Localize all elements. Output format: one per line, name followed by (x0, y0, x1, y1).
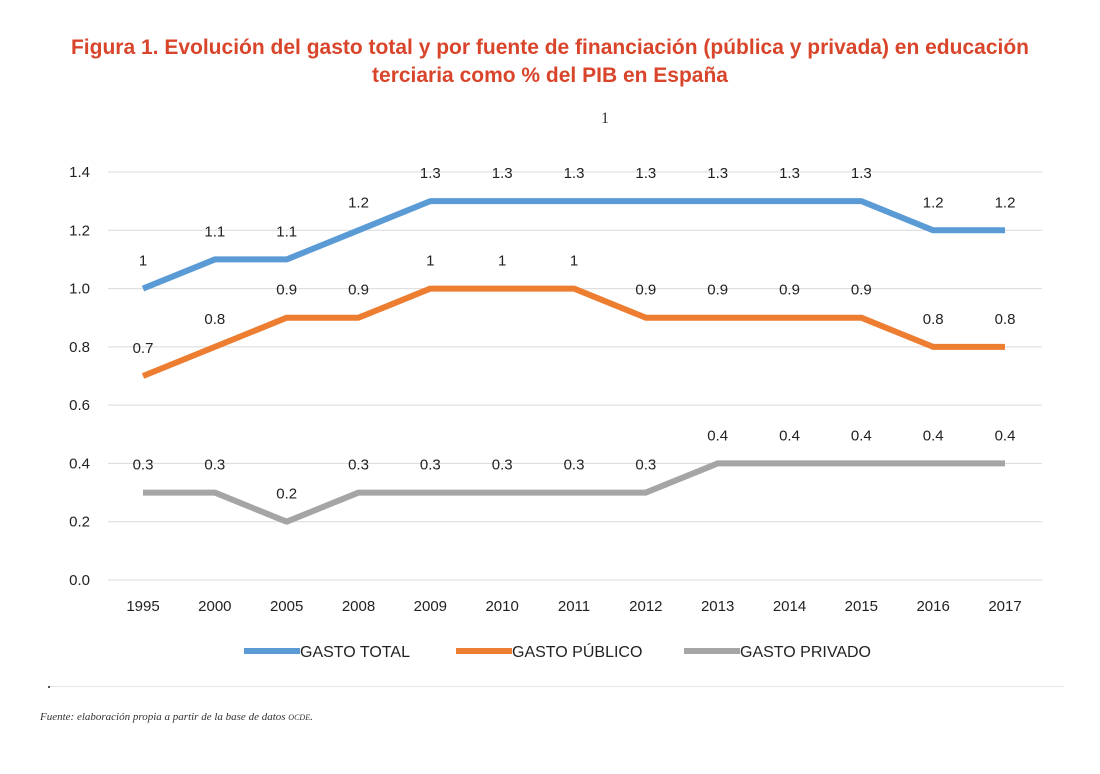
data-label: 0.8 (923, 311, 944, 328)
footer-divider (48, 686, 1064, 687)
data-label: 0.2 (276, 486, 297, 503)
x-tick-label: 2000 (198, 598, 231, 615)
data-label: 1.3 (707, 165, 728, 182)
legend-label: GASTO PRIVADO (740, 644, 871, 661)
y-tick-label: 0.0 (69, 572, 90, 589)
data-label: 0.4 (707, 427, 728, 444)
figure-title-line-1: Figura 1. Evolución del gasto total y po… (70, 36, 1029, 59)
data-label: 1.3 (564, 165, 585, 182)
x-tick-label: 2009 (414, 598, 447, 615)
data-label: 0.3 (564, 457, 585, 474)
data-label: 1.3 (779, 165, 800, 182)
y-tick-label: 0.6 (69, 397, 90, 414)
data-label: 0.9 (348, 282, 369, 299)
legend-label: GASTO PÚBLICO (512, 642, 642, 661)
data-label: 1 (570, 253, 578, 270)
x-tick-label: 2015 (845, 598, 878, 615)
data-label: 1.2 (923, 194, 944, 211)
data-label: 0.8 (995, 311, 1016, 328)
x-tick-label: 2016 (916, 598, 949, 615)
data-label: 0.9 (635, 282, 656, 299)
footer-dot (48, 686, 50, 688)
data-label: 0.3 (492, 457, 513, 474)
data-label: 0.9 (707, 282, 728, 299)
figure-title-line-2: terciaria como % del PIB en España (372, 64, 728, 87)
x-tick-label: 2017 (988, 598, 1021, 615)
data-label: 0.3 (204, 457, 225, 474)
series-line-1 (141, 198, 1005, 292)
x-tick-label: 2005 (270, 598, 303, 615)
data-label: 0.4 (995, 427, 1016, 444)
data-label: 0.3 (635, 457, 656, 474)
y-tick-label: 0.2 (69, 514, 90, 531)
data-label: 0.3 (133, 457, 154, 474)
data-label: 1 (426, 253, 434, 270)
data-label: 1.3 (635, 165, 656, 182)
source-database: ocde (288, 711, 311, 723)
data-label: 1.2 (995, 194, 1016, 211)
data-label: 1 (139, 253, 147, 270)
data-label: 0.4 (779, 427, 800, 444)
data-label: 0.8 (204, 311, 225, 328)
y-tick-label: 1.2 (69, 222, 90, 239)
data-label: 1.3 (420, 165, 441, 182)
data-label: 0.9 (276, 282, 297, 299)
y-tick-label: 0.8 (69, 339, 90, 356)
series-line-2 (141, 285, 1005, 379)
x-tick-label: 2012 (629, 598, 662, 615)
data-label: 0.7 (133, 340, 154, 357)
y-tick-label: 1.0 (69, 281, 90, 298)
source-prefix: Fuente: elaboración propia a partir de l… (40, 711, 289, 723)
x-tick-label: 1995 (126, 598, 159, 615)
data-label: 0.9 (779, 282, 800, 299)
x-tick-label: 2013 (701, 598, 734, 615)
data-label: 1.2 (348, 194, 369, 211)
data-label: 0.4 (851, 427, 872, 444)
source-note: Fuente: elaboración propia a partir de l… (40, 711, 313, 723)
series-line-3 (143, 460, 1005, 525)
stray-mark: 1 (601, 110, 609, 127)
data-label: 1 (498, 253, 506, 270)
data-label: 1.3 (492, 165, 513, 182)
data-label: 1.1 (204, 223, 225, 240)
x-tick-label: 2008 (342, 598, 375, 615)
data-label: 1.1 (276, 223, 297, 240)
x-tick-label: 2011 (558, 598, 590, 615)
data-label: 1.3 (851, 165, 872, 182)
legend-label: GASTO TOTAL (300, 644, 410, 661)
x-tick-label: 2010 (485, 598, 518, 615)
data-label: 0.4 (923, 427, 944, 444)
data-label: 0.3 (420, 457, 441, 474)
y-tick-label: 1.4 (69, 164, 90, 181)
x-tick-label: 2014 (773, 598, 806, 615)
source-suffix: . (310, 711, 313, 723)
y-tick-label: 0.4 (69, 455, 90, 472)
data-label: 0.3 (348, 457, 369, 474)
figure-title: Figura 1. Evolución del gasto total y po… (20, 34, 1080, 90)
data-label: 0.9 (851, 282, 872, 299)
